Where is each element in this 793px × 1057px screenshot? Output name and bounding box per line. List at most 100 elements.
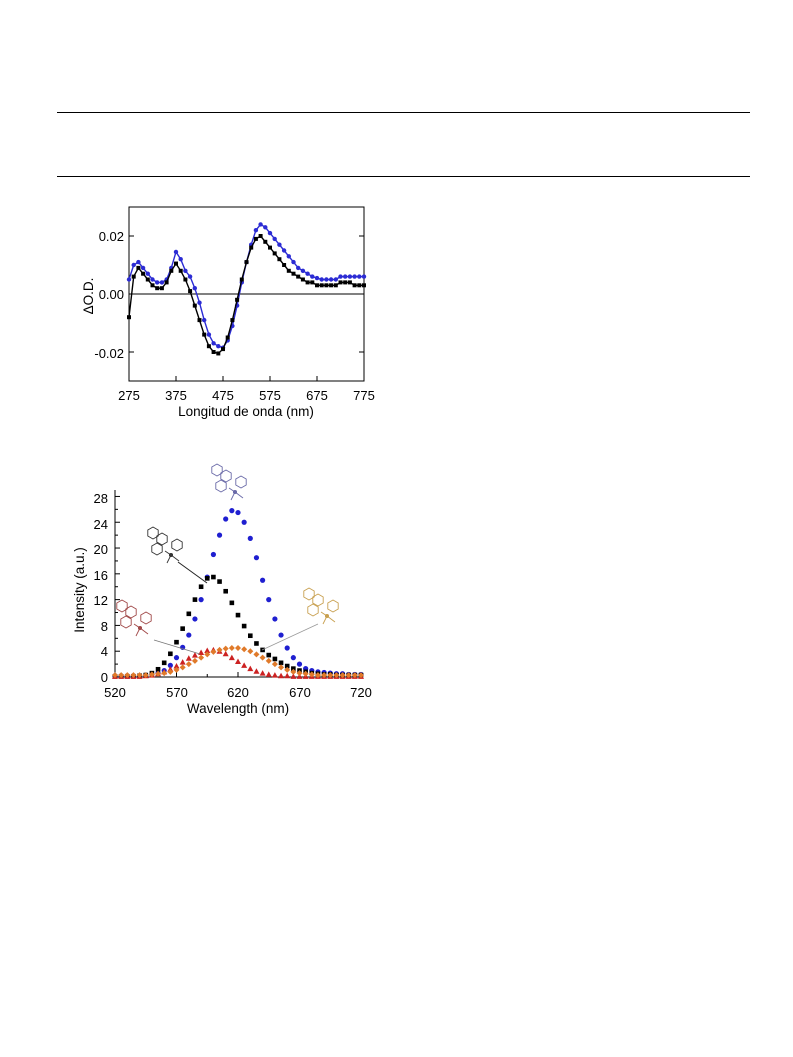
chart1-data-point — [136, 259, 141, 265]
chart1-ytick-label: 0.00 — [99, 287, 124, 302]
chart1-data-point — [277, 242, 282, 247]
chart1-data-point — [145, 277, 150, 282]
chart1-data-point — [140, 265, 146, 271]
chart1-data-point — [141, 271, 146, 276]
chart1-data-point — [145, 271, 150, 276]
chart1-data-point — [173, 249, 179, 255]
chart1-data-point — [197, 318, 202, 323]
chart1-series-line — [128, 235, 364, 355]
chart1-data-point — [333, 277, 338, 282]
chart1-data-point — [296, 265, 301, 271]
chart1-xtick-label: 475 — [212, 388, 234, 403]
chart1-data-point — [131, 274, 136, 279]
chart1-data-point — [263, 225, 268, 230]
chart1-data-point — [272, 251, 277, 256]
chart1-data-point — [281, 248, 287, 253]
chart1-data-point — [211, 350, 216, 354]
chart1-data-point — [338, 274, 343, 279]
chart1-plot-area — [126, 206, 367, 382]
chart1-data-point — [187, 274, 193, 279]
chart1-data-point — [296, 274, 301, 279]
chart1-xtick-labels: 275 375 475 575 675 775 — [118, 388, 375, 403]
chart1-data-point — [150, 283, 155, 288]
chart1-xtick-label: 675 — [306, 388, 328, 403]
chart1-data-point — [286, 254, 291, 259]
chart1-data-point — [249, 245, 254, 250]
chart1-data-point — [230, 318, 235, 323]
chart1-data-point — [300, 268, 306, 273]
chart1-data-point — [169, 268, 174, 273]
chart1-data-point — [178, 257, 183, 262]
chart1-data-point — [131, 262, 136, 268]
chart1-xtick-label: 775 — [353, 388, 375, 403]
bottom-horizontal-rule — [57, 176, 750, 177]
chart1-data-point — [174, 261, 178, 266]
chart1-data-point — [324, 283, 329, 288]
chart1-data-point — [291, 259, 296, 265]
chart1-data-point — [127, 315, 131, 320]
chart1-data-point — [164, 280, 169, 285]
chart1-data-point — [305, 271, 310, 276]
chart1-x-axis-label: Longitud de onda (nm) — [178, 404, 314, 419]
chart1-data-point — [192, 286, 197, 291]
chart1-data-point — [352, 283, 357, 288]
chart1-data-point — [291, 271, 296, 276]
chart1-xtick-label: 375 — [165, 388, 187, 403]
chart1-data-point — [333, 283, 338, 288]
chart1-data-point — [310, 274, 315, 279]
chart1-data-point — [300, 277, 305, 282]
chart1-data-point — [343, 274, 348, 279]
chart1-data-point — [347, 280, 352, 285]
chart1-data-point — [178, 268, 183, 273]
chart1-data-point — [357, 283, 362, 288]
chart1-data-point — [159, 280, 165, 285]
chart1-xtick-label: 575 — [259, 388, 281, 403]
chart1-data-point — [155, 280, 160, 285]
chart1-ytick-labels: 0.02 0.00 -0.02 — [94, 229, 124, 361]
chart1-data-point — [225, 335, 230, 340]
chart1-ytick-label: -0.02 — [94, 346, 124, 361]
chart1-y-axis-label: ΔO.D. — [81, 278, 96, 315]
chart1-data-point — [221, 347, 225, 352]
chart1-data-point — [253, 236, 258, 241]
chart1-data-point — [315, 283, 319, 288]
chart1-data-point — [310, 280, 315, 285]
chart1-data-point — [239, 277, 244, 282]
chart1-data-point — [216, 351, 221, 356]
top-horizontal-rule — [57, 112, 750, 113]
chart1-data-point — [159, 286, 164, 291]
chart1-data-point — [235, 297, 240, 302]
chart1-data-point — [126, 277, 132, 282]
chart1-data-point — [183, 268, 188, 273]
chart1-data-point — [324, 277, 329, 282]
chart1-data-point — [357, 274, 362, 279]
chart1-data-point — [305, 280, 310, 285]
chart1-data-point — [258, 234, 263, 238]
chart1-data-point — [268, 245, 272, 250]
chart1-data-point — [206, 332, 212, 337]
chart1-data-point — [352, 274, 357, 279]
chart1-data-point — [253, 228, 259, 233]
chart1-data-point — [319, 283, 324, 288]
chart1-data-point — [343, 280, 348, 285]
chart1-data-point — [150, 277, 155, 282]
chart1-data-point — [244, 260, 249, 265]
chart1-data-point — [216, 344, 221, 349]
chart1-data-point — [263, 239, 268, 244]
chart1-data-point — [202, 332, 207, 337]
chart1-data-point — [329, 283, 334, 288]
chart1-data-point — [272, 236, 277, 242]
chart1-data-point — [197, 300, 202, 305]
chart1-data-point — [282, 263, 287, 267]
chart1-data-point — [314, 275, 320, 281]
chart1-data-point — [286, 268, 291, 273]
chart1-data-point — [211, 341, 216, 346]
chart1-ytick-label: 0.02 — [99, 229, 124, 244]
chart1-data-point — [338, 280, 343, 285]
chart1-data-point — [277, 257, 282, 262]
chart1-data-point — [347, 274, 353, 279]
chart1-data-point — [267, 230, 273, 236]
chart1-data-point — [258, 222, 263, 227]
chart1-data-point — [188, 289, 193, 294]
